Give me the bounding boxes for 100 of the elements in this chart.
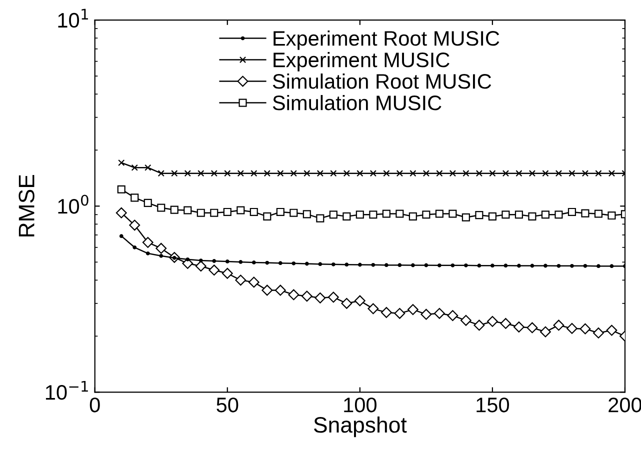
point (301, 290, 312, 302)
point (118, 159, 125, 166)
y-axis-title: RMSE (18, 174, 34, 236)
point (422, 210, 430, 219)
point (500, 318, 512, 329)
point (314, 292, 326, 304)
point (265, 260, 270, 265)
point (486, 316, 498, 327)
point (186, 257, 190, 262)
point (582, 170, 589, 177)
legend-label: Experiment Root MUSIC (274, 30, 500, 50)
point (210, 170, 218, 177)
point (489, 170, 496, 177)
point (316, 170, 324, 177)
point (396, 210, 404, 218)
point (235, 274, 246, 286)
point (606, 324, 618, 336)
point (434, 308, 445, 319)
point (238, 260, 243, 264)
point (290, 170, 297, 177)
point (526, 322, 538, 334)
point (424, 263, 428, 268)
x-tick-label: 0 (90, 398, 100, 412)
point (593, 328, 604, 338)
point (583, 264, 588, 268)
x-tick-label: 100 (344, 398, 376, 412)
point (555, 170, 562, 177)
point (277, 170, 284, 177)
point (276, 208, 284, 216)
point (171, 170, 178, 177)
point (304, 170, 310, 177)
point (477, 264, 482, 268)
point (117, 185, 126, 194)
point (568, 170, 576, 177)
point (278, 261, 282, 266)
point (610, 264, 614, 268)
point (608, 170, 616, 177)
point (553, 320, 564, 331)
point (530, 264, 534, 268)
point (369, 210, 378, 219)
legend-label: Experiment MUSIC (274, 52, 450, 72)
point (474, 320, 485, 331)
point (225, 260, 230, 264)
point (184, 206, 192, 214)
point (354, 295, 366, 306)
y-tick-label: 10$^{−1}$ (46, 380, 88, 400)
point (594, 210, 602, 218)
point (264, 170, 270, 177)
point (435, 210, 444, 218)
point (328, 292, 339, 303)
point (358, 262, 362, 267)
point (343, 170, 350, 177)
point (158, 170, 164, 177)
point (544, 264, 548, 268)
x-tick-label: 50 (216, 398, 238, 412)
point (263, 212, 272, 220)
point (460, 314, 472, 326)
point (448, 210, 457, 218)
point (195, 260, 206, 272)
point (541, 210, 550, 219)
point (476, 170, 483, 177)
point (212, 259, 216, 263)
point (159, 254, 164, 258)
point (436, 170, 443, 177)
y-tick-label: 10$^{0}$ (58, 194, 88, 214)
point (513, 322, 524, 332)
point (504, 264, 508, 268)
point (330, 170, 337, 177)
point (341, 298, 352, 309)
point (410, 263, 415, 268)
point (410, 170, 416, 177)
point (356, 210, 364, 219)
point (288, 289, 300, 300)
point (462, 170, 470, 177)
point (502, 210, 510, 219)
point (514, 210, 523, 219)
point (570, 264, 574, 268)
point (595, 170, 602, 177)
point (329, 210, 338, 219)
x-tick-label: 150 (476, 398, 510, 412)
point (398, 263, 402, 268)
point (274, 284, 286, 296)
point (222, 268, 233, 279)
point (302, 210, 311, 218)
point (384, 263, 388, 268)
point (382, 210, 390, 218)
point (422, 170, 430, 177)
point (262, 284, 273, 296)
point (170, 206, 178, 214)
point (198, 258, 203, 262)
point (224, 170, 231, 177)
point (331, 262, 336, 266)
point (223, 208, 232, 216)
point (408, 212, 417, 220)
point (132, 245, 137, 250)
point (198, 170, 204, 177)
point (356, 170, 364, 177)
point (407, 304, 418, 316)
point (462, 213, 470, 222)
point (580, 323, 591, 334)
